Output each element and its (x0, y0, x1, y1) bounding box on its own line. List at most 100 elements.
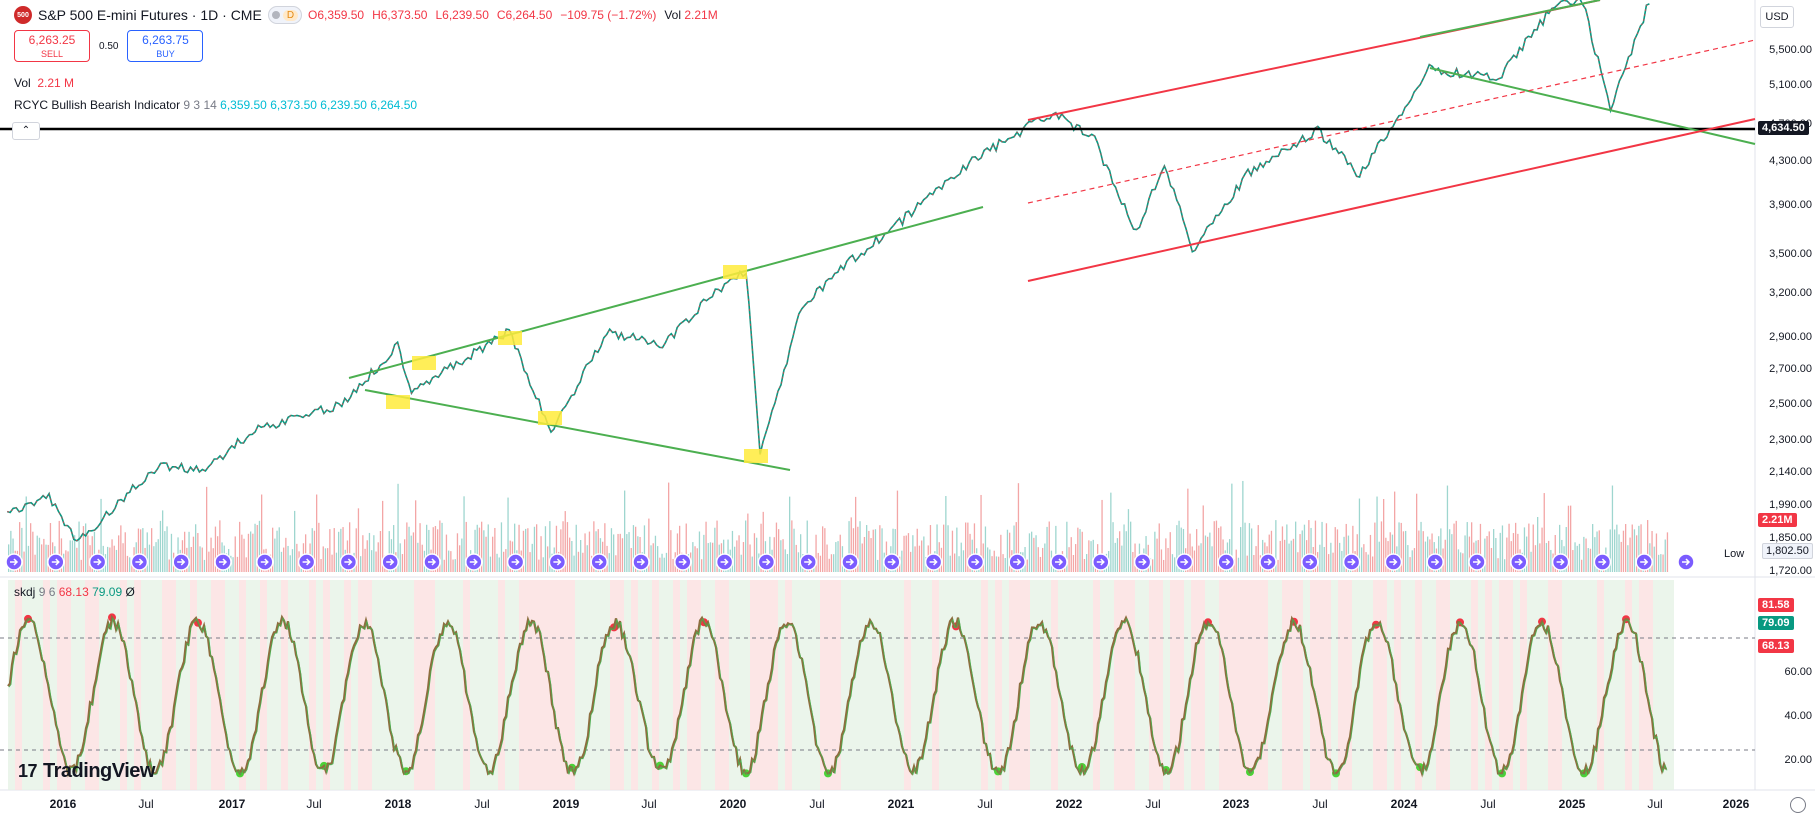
volume-bar (1587, 548, 1589, 572)
volume-bar (916, 528, 918, 572)
volume-bar (903, 535, 905, 572)
volume-bar (1574, 542, 1576, 572)
change-value: −109.75 (−1.72%) (560, 8, 657, 22)
skdj-bg-stripe (1114, 580, 1121, 790)
settings-icon[interactable] (1790, 797, 1806, 813)
volume-bar (415, 500, 417, 572)
volume-bar (877, 559, 879, 572)
volume-bar (960, 542, 962, 572)
volume-bar (892, 528, 894, 572)
volume-bar (357, 508, 360, 572)
volume-bar (1125, 531, 1127, 572)
volume-bar (1292, 538, 1295, 572)
skdj-bg-stripe (204, 580, 211, 790)
skdj-bg-stripe (1121, 580, 1128, 790)
volume-bar (564, 511, 566, 572)
buy-button[interactable]: 6,263.75 BUY (127, 30, 204, 62)
volume-bar (252, 533, 254, 572)
volume-bar (1347, 535, 1350, 572)
volume-bar (1585, 538, 1587, 572)
event-arrow-icon (93, 558, 102, 566)
symbol-title[interactable]: S&P 500 E-mini Futures · 1D · CME (38, 7, 262, 23)
volume-bar (74, 535, 76, 572)
volume-bar (1033, 537, 1035, 572)
skdj-bg-stripe (1303, 580, 1310, 790)
skdj-bg-stripe (1065, 580, 1072, 790)
volume-bar (492, 536, 494, 572)
skdj-bg-stripe (1072, 580, 1079, 790)
skdj-bg-stripe (1212, 580, 1219, 790)
volume-bar (828, 558, 830, 572)
skdj-legend[interactable]: skdj 9 6 68.13 79.09 Ø (14, 585, 135, 599)
volume-bar (1035, 535, 1037, 572)
symbol-logo[interactable]: 500 (14, 6, 32, 24)
skdj-bg-stripe (1436, 580, 1443, 790)
volume-bar (388, 531, 390, 572)
volume-bar (1277, 559, 1279, 572)
skdj-bg-stripe (1086, 580, 1093, 790)
volume-bar (162, 510, 164, 572)
volume-bar (676, 533, 679, 572)
volume-bar (540, 536, 542, 572)
volume-bar (1660, 554, 1662, 572)
skdj-bg-stripe (785, 580, 792, 790)
volume-bar (947, 525, 949, 572)
skdj-bg-stripe (337, 580, 344, 790)
volume-bar (203, 559, 206, 572)
volume-bar (1068, 547, 1070, 572)
highlight-box (412, 356, 436, 370)
volume-bar (38, 537, 41, 572)
skdj-bg-stripe (225, 580, 232, 790)
skdj-bg-stripe (1534, 580, 1541, 790)
volume-bar (936, 524, 938, 572)
volume-bar (487, 524, 489, 572)
skdj-bg-stripe (1667, 580, 1674, 790)
volume-bar (670, 530, 672, 572)
volume-bar (707, 543, 709, 572)
time-tick-label: 2022 (1055, 797, 1083, 811)
volume-bar (168, 559, 170, 572)
volume-bar (1431, 533, 1433, 572)
price-tick-label: 1,990.00 (1769, 499, 1812, 511)
volume-bar (34, 554, 36, 572)
volume-bar (1116, 538, 1119, 572)
volume-bar (993, 550, 995, 572)
volume-bar (153, 546, 155, 572)
skdj-bg-stripe (1478, 580, 1485, 790)
skdj-bg-stripe (239, 580, 246, 790)
volume-bar (835, 542, 837, 572)
indicator-legend[interactable]: RCYC Bullish Bearish Indicator 9 3 14 6,… (14, 98, 417, 112)
event-arrow-icon (1431, 558, 1440, 566)
volume-bar (287, 545, 289, 572)
skdj-bg-stripe (512, 580, 519, 790)
currency-button[interactable]: USD (1760, 6, 1794, 28)
volume-bar (1495, 538, 1497, 572)
status-pill[interactable]: D (267, 6, 303, 24)
volume-bar (1479, 523, 1482, 572)
volume-bar (1550, 549, 1552, 572)
volume-bar (1596, 531, 1598, 572)
volume-bar (289, 555, 291, 572)
collapse-legend-button[interactable]: ⌃ (12, 122, 40, 140)
volume-bar (1464, 535, 1466, 572)
volume-bar (1651, 531, 1653, 572)
volume-bar (503, 551, 505, 572)
skdj-bg-stripe (1128, 580, 1135, 790)
volume-legend[interactable]: Vol 2.21 M (14, 76, 74, 90)
volume-bar (791, 520, 793, 572)
volume-bar (756, 537, 758, 572)
sell-button[interactable]: 6,263.25 SELL (14, 30, 90, 62)
volume-bar (1246, 555, 1248, 572)
volume-bar (278, 527, 280, 572)
volume-bar (760, 523, 762, 572)
volume-bar (989, 549, 991, 572)
volume-bar (311, 528, 313, 572)
time-tick-label: 2025 (1558, 797, 1586, 811)
price-tick-label: 5,500.00 (1769, 44, 1812, 56)
volume-bar (448, 550, 450, 572)
event-arrow-icon (1305, 558, 1314, 566)
tradingview-logo[interactable]: 17 TradingView (18, 760, 155, 783)
volume-bar (1640, 524, 1642, 572)
event-arrow-icon (1222, 558, 1231, 566)
